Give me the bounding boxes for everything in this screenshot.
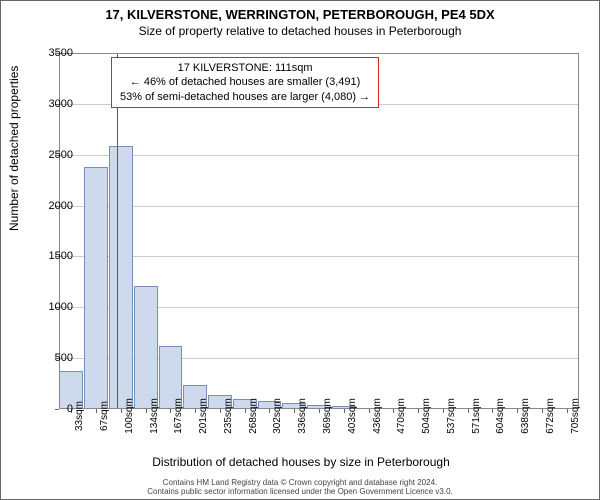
x-tick-label: 134sqm <box>149 398 160 434</box>
x-tick-label: 571sqm <box>471 398 482 434</box>
x-tick-mark <box>245 409 246 413</box>
y-tick-label: 2000 <box>33 200 73 212</box>
x-tick-mark <box>542 409 543 413</box>
x-tick-label: 369sqm <box>322 398 333 434</box>
x-tick-mark <box>443 409 444 413</box>
footer-line2: Contains public sector information licen… <box>1 487 599 497</box>
y-tick-label: 3500 <box>33 47 73 59</box>
x-tick-label: 336sqm <box>297 398 308 434</box>
x-tick-label: 436sqm <box>372 398 383 434</box>
x-tick-mark <box>369 409 370 413</box>
x-tick-label: 537sqm <box>446 398 457 434</box>
x-tick-label: 470sqm <box>396 398 407 434</box>
x-tick-mark <box>319 409 320 413</box>
x-tick-mark <box>269 409 270 413</box>
x-tick-label: 638sqm <box>520 398 531 434</box>
x-tick-mark <box>294 409 295 413</box>
y-tick-label: 1000 <box>33 301 73 313</box>
x-tick-label: 705sqm <box>570 398 581 434</box>
x-tick-label: 100sqm <box>124 398 135 434</box>
footer: Contains HM Land Registry data © Crown c… <box>1 478 599 497</box>
y-tick-label: 1500 <box>33 250 73 262</box>
y-tick-label: 500 <box>33 352 73 364</box>
annotation-line1: 17 KILVERSTONE: 111sqm <box>120 61 370 75</box>
chart-container: 17, KILVERSTONE, WERRINGTON, PETERBOROUG… <box>0 0 600 500</box>
x-tick-label: 167sqm <box>173 398 184 434</box>
x-tick-mark <box>195 409 196 413</box>
y-axis-label: Number of detached properties <box>7 66 21 231</box>
chart-subtitle: Size of property relative to detached ho… <box>1 22 599 38</box>
annotation-line2: ← 46% of detached houses are smaller (3,… <box>120 75 370 89</box>
x-tick-label: 33sqm <box>74 401 85 431</box>
x-tick-label: 235sqm <box>223 398 234 434</box>
footer-line1: Contains HM Land Registry data © Crown c… <box>1 478 599 488</box>
annotation-line3: 53% of semi-detached houses are larger (… <box>120 90 370 104</box>
x-tick-mark <box>492 409 493 413</box>
chart-title: 17, KILVERSTONE, WERRINGTON, PETERBOROUG… <box>1 1 599 22</box>
y-tick-label: 2500 <box>33 149 73 161</box>
x-tick-mark <box>393 409 394 413</box>
x-tick-mark <box>517 409 518 413</box>
x-tick-mark <box>468 409 469 413</box>
x-tick-label: 672sqm <box>545 398 556 434</box>
x-tick-mark <box>220 409 221 413</box>
x-tick-label: 302sqm <box>272 398 283 434</box>
x-tick-label: 201sqm <box>198 398 209 434</box>
annotation-box: 17 KILVERSTONE: 111sqm ← 46% of detached… <box>111 57 379 108</box>
x-tick-mark <box>567 409 568 413</box>
x-tick-label: 504sqm <box>421 398 432 434</box>
x-tick-label: 67sqm <box>99 401 110 431</box>
x-tick-mark <box>121 409 122 413</box>
x-tick-mark <box>170 409 171 413</box>
x-tick-mark <box>418 409 419 413</box>
x-tick-label: 604sqm <box>495 398 506 434</box>
x-tick-label: 403sqm <box>347 398 358 434</box>
x-tick-mark <box>146 409 147 413</box>
y-tick-label: 3000 <box>33 98 73 110</box>
x-tick-mark <box>344 409 345 413</box>
x-tick-label: 268sqm <box>248 398 259 434</box>
x-tick-mark <box>96 409 97 413</box>
x-axis-label: Distribution of detached houses by size … <box>1 455 600 469</box>
y-tick-label: 0 <box>33 403 73 415</box>
